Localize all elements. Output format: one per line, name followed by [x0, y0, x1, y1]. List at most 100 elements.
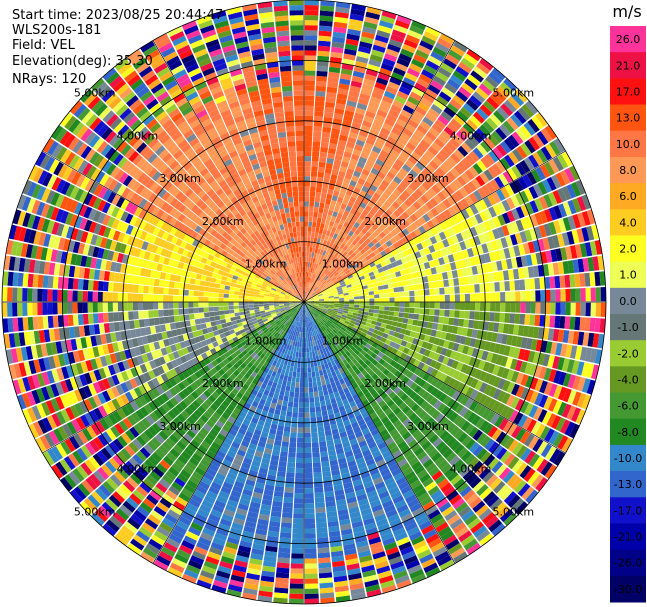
ray-gate [481, 330, 488, 341]
ray-gate [313, 237, 318, 243]
ray-gate [388, 311, 395, 316]
ray-gate [345, 105, 356, 113]
ray-gate [319, 271, 324, 277]
ray-gate [332, 262, 338, 269]
ray-gate [428, 281, 435, 289]
ray-gate [510, 221, 520, 234]
ray-gate [539, 210, 548, 224]
ray-gate [484, 283, 490, 293]
ray-gate [367, 63, 380, 73]
ray-gate [311, 278, 315, 284]
ray-gate [388, 288, 395, 293]
ray-gate [353, 324, 360, 330]
ray-gate [319, 302, 325, 305]
ray-gate [517, 107, 531, 121]
ray-gate [515, 398, 525, 412]
ray-gate [328, 66, 341, 74]
ray-gate [317, 171, 325, 178]
ray-gate [391, 261, 398, 268]
ray-gate [428, 351, 436, 359]
ray-gate [412, 165, 422, 175]
ray-gate [497, 271, 505, 281]
ray-gate [459, 285, 465, 294]
ray-gate [331, 268, 336, 274]
ray-gate [307, 287, 311, 293]
ray-gate [314, 280, 318, 286]
ray-gate [460, 172, 471, 184]
ray-gate [362, 285, 368, 290]
ray-gate [338, 279, 345, 284]
ray-gate [432, 170, 443, 181]
ray-gate [367, 133, 378, 141]
ray-gate [324, 106, 335, 114]
ray-gate [347, 95, 359, 103]
ray-gate [398, 264, 405, 271]
ray-gate [535, 166, 546, 181]
ray-gate [332, 270, 338, 275]
ray-gate [449, 310, 455, 318]
ray-gate [394, 306, 400, 312]
ray-gate [542, 327, 550, 340]
ray-gate [375, 227, 383, 235]
ray-gate [405, 255, 412, 263]
ray-gate [304, 482, 314, 489]
ray-gate [318, 298, 325, 301]
ray-gate [572, 331, 580, 345]
ray-gate [334, 245, 340, 252]
ray-gate [432, 274, 439, 282]
ray-gate [320, 400, 326, 407]
ray-gate [439, 211, 448, 222]
ray-gate [407, 119, 419, 129]
ray-gate [484, 311, 490, 321]
ray-gate [476, 330, 483, 340]
ray-gate [577, 376, 586, 392]
ray-gate [422, 321, 429, 328]
ray-gate [478, 360, 486, 371]
ray-gate [398, 312, 405, 318]
ray-gate [464, 285, 470, 294]
ray-gate [326, 157, 334, 165]
ray-gate [304, 30, 318, 36]
ray-gate [365, 110, 376, 119]
ray-gate [282, 436, 290, 443]
ray-gate [543, 381, 553, 396]
ray-gate [450, 118, 462, 130]
ray-gate [308, 206, 314, 212]
ray-gate [369, 208, 377, 216]
ray-gate [356, 51, 370, 59]
ray-gate [348, 266, 355, 272]
ray-gate [355, 182, 364, 190]
ray-gate [386, 196, 395, 205]
ray-gate [312, 257, 316, 264]
ray-gate [304, 563, 318, 569]
ray-gate [501, 224, 510, 237]
ray-gate [487, 166, 498, 179]
ray-gate [430, 51, 445, 62]
ray-gate [384, 118, 395, 127]
ray-gate [324, 275, 329, 281]
ray-gate [308, 302, 315, 304]
ray-gate [309, 262, 313, 268]
ray-gate [350, 8, 365, 17]
ray-gate [456, 211, 466, 222]
ray-gate [368, 291, 375, 295]
ray-gate [531, 169, 542, 183]
ray-gate [304, 201, 310, 207]
ray-gate [382, 332, 389, 339]
ray-gate [488, 386, 497, 398]
ray-gate [372, 192, 381, 201]
ray-gate [294, 392, 300, 398]
ray-gate [380, 100, 392, 109]
ray-gate [316, 217, 322, 224]
ray-gate [457, 160, 468, 172]
ray-gate [317, 308, 322, 313]
ray-gate [304, 422, 311, 428]
ray-gate [338, 83, 350, 91]
ray-gate [311, 371, 316, 378]
ray-gate [462, 345, 470, 355]
ray-gate [468, 192, 479, 204]
ray-gate [368, 327, 375, 333]
ray-gate [522, 174, 533, 188]
ray-gate [322, 261, 327, 268]
ray-gate [315, 512, 327, 519]
